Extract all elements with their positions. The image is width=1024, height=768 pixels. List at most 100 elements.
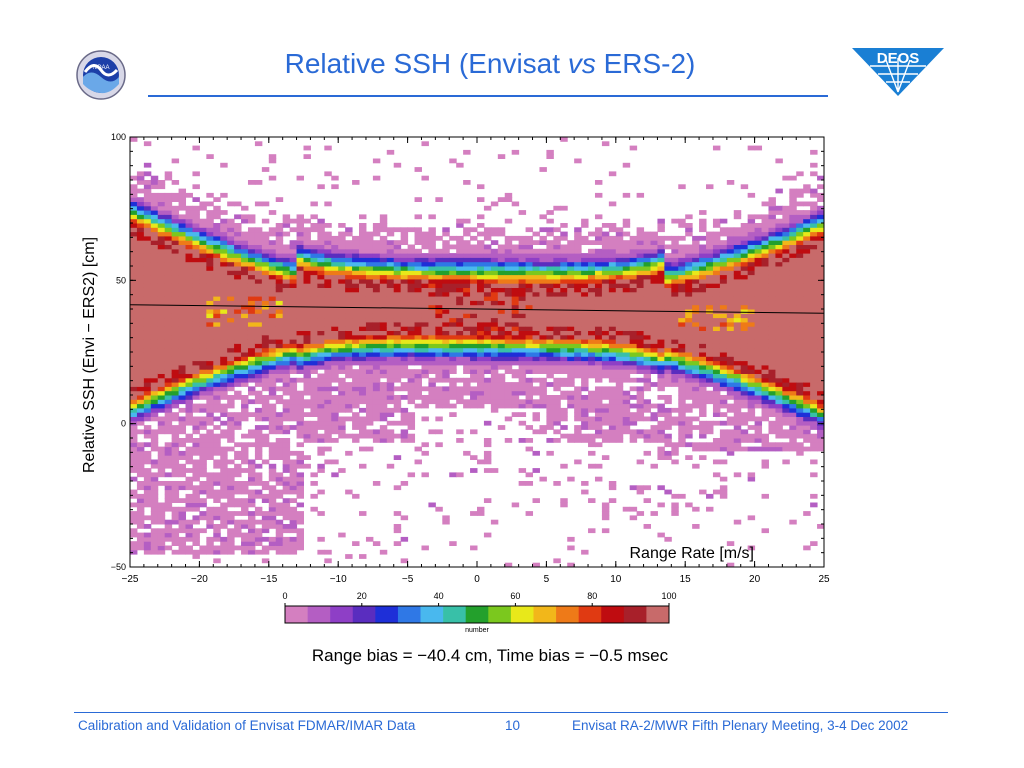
- heatmap-cell: [338, 261, 346, 267]
- heatmap-cell: [470, 347, 478, 353]
- heatmap-cell: [171, 493, 180, 499]
- heatmap-cell: [199, 205, 207, 211]
- heatmap-cell: [303, 278, 311, 284]
- heatmap-cell: [386, 291, 395, 297]
- heatmap-cell: [227, 321, 235, 327]
- heatmap-cell: [310, 248, 318, 254]
- heatmap-cell: [234, 274, 242, 280]
- heatmap-cell: [130, 352, 138, 357]
- heatmap-cell: [692, 347, 700, 353]
- heatmap-cell: [726, 450, 735, 456]
- heatmap-cell: [282, 502, 291, 508]
- heatmap-cell: [143, 261, 152, 267]
- heatmap-cell: [428, 390, 436, 396]
- heatmap-cell: [150, 511, 159, 516]
- heatmap-cell: [483, 339, 492, 344]
- heatmap-cell: [511, 287, 520, 293]
- heatmap-cell: [477, 287, 485, 293]
- heatmap-cell: [463, 364, 471, 370]
- heatmap-cell: [338, 399, 346, 405]
- heatmap-cell: [588, 498, 596, 503]
- heatmap-cell: [442, 321, 450, 327]
- heatmap-cell: [178, 455, 187, 460]
- heatmap-cell: [227, 549, 235, 555]
- heatmap-cell: [227, 399, 235, 405]
- slide-title: Relative SSH (Envisat vs ERS-2): [284, 48, 696, 79]
- heatmap-cell: [622, 192, 631, 198]
- heatmap-cell: [213, 343, 221, 349]
- heatmap-cell: [428, 339, 436, 344]
- heatmap-cell: [234, 201, 242, 207]
- heatmap-cell: [275, 343, 284, 349]
- heatmap-cell: [435, 266, 443, 271]
- heatmap-cell: [143, 235, 152, 241]
- heatmap-cell: [220, 261, 228, 267]
- heatmap-cell: [643, 416, 651, 422]
- heatmap-cell: [699, 420, 707, 426]
- heatmap-cell: [130, 257, 138, 263]
- heatmap-cell: [504, 253, 513, 258]
- heatmap-cell: [178, 270, 187, 276]
- heatmap-cell: [511, 412, 520, 417]
- heatmap-cell: [733, 231, 742, 237]
- heatmap-cell: [553, 326, 561, 331]
- heatmap-cell: [268, 511, 277, 516]
- heatmap-cell: [726, 433, 735, 439]
- heatmap-cell: [261, 386, 270, 392]
- heatmap-cell: [574, 429, 582, 435]
- heatmap-cell: [185, 300, 193, 306]
- heatmap-cell: [733, 278, 742, 284]
- heatmap-cell: [671, 364, 679, 370]
- heatmap-cell: [143, 141, 152, 147]
- heatmap-cell: [365, 287, 374, 293]
- heatmap-cell: [296, 511, 304, 516]
- heatmap-cell: [372, 429, 381, 435]
- heatmap-cell: [296, 536, 304, 542]
- heatmap-cell: [421, 369, 429, 374]
- heatmap-cell: [310, 429, 318, 435]
- heatmap-cell: [261, 321, 270, 327]
- heatmap-cell: [699, 274, 707, 280]
- heatmap-cell: [164, 257, 173, 263]
- heatmap-cell: [567, 545, 575, 551]
- heatmap-cell: [608, 347, 617, 353]
- heatmap-cell: [261, 549, 270, 555]
- heatmap-cell: [275, 532, 284, 538]
- heatmap-cell: [268, 313, 277, 319]
- heatmap-cell: [352, 395, 360, 400]
- heatmap-cell: [289, 287, 298, 293]
- heatmap-cell: [712, 317, 721, 323]
- heatmap-cell: [143, 326, 152, 331]
- heatmap-cell: [206, 377, 214, 383]
- heatmap-cell: [539, 300, 547, 306]
- heatmap-cell: [511, 257, 520, 263]
- heatmap-cell: [192, 425, 200, 430]
- heatmap-cell: [483, 227, 492, 233]
- heatmap-cell: [490, 330, 499, 336]
- heatmap-cell: [407, 304, 416, 310]
- heatmap-cell: [130, 304, 138, 310]
- heatmap-cell: [442, 266, 450, 271]
- heatmap-cell: [636, 287, 645, 293]
- heatmap-cell: [310, 227, 318, 233]
- heatmap-cell: [178, 390, 187, 396]
- heatmap-cell: [220, 407, 228, 413]
- heatmap-cell: [546, 438, 554, 443]
- heatmap-cell: [365, 317, 374, 323]
- heatmap-cell: [359, 554, 367, 559]
- heatmap-cell: [553, 240, 561, 245]
- heatmap-cell: [157, 326, 166, 331]
- heatmap-cell: [525, 283, 534, 288]
- heatmap-cell: [331, 313, 339, 319]
- heatmap-cell: [490, 291, 499, 297]
- heatmap-cell: [664, 266, 672, 271]
- heatmap-cell: [171, 489, 180, 495]
- heatmap-cell: [143, 218, 152, 224]
- heatmap-cell: [435, 261, 443, 267]
- heatmap-cell: [365, 416, 374, 422]
- heatmap-cell: [171, 330, 180, 336]
- heatmap-cell: [664, 420, 672, 426]
- heatmap-cell: [261, 407, 270, 413]
- heatmap-cell: [678, 386, 686, 392]
- heatmap-cell: [532, 377, 540, 383]
